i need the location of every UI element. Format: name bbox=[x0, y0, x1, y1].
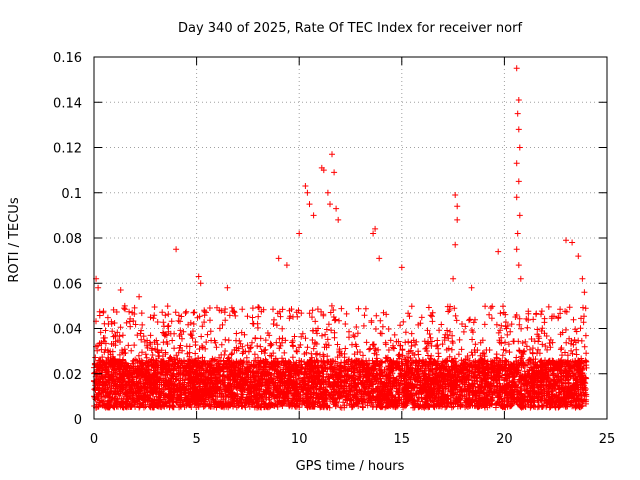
chart-title: Day 340 of 2025, Rate Of TEC Index for r… bbox=[178, 21, 522, 36]
y-tick-label: 0.1 bbox=[61, 187, 82, 202]
y-tick-label: 0.04 bbox=[53, 323, 82, 338]
x-tick-label: 0 bbox=[90, 432, 98, 447]
y-tick-label: 0.08 bbox=[53, 232, 82, 247]
y-axis-label: ROTI / TECUs bbox=[7, 197, 22, 282]
x-tick-label: 15 bbox=[394, 432, 411, 447]
roti-series-markers bbox=[91, 65, 590, 411]
y-tick-label: 0.06 bbox=[53, 277, 82, 292]
data-points bbox=[91, 65, 590, 411]
x-tick-label: 10 bbox=[291, 432, 308, 447]
x-tick-label: 25 bbox=[599, 432, 616, 447]
y-tick-label: 0.16 bbox=[53, 51, 82, 66]
y-tick-label: 0 bbox=[74, 413, 82, 428]
x-tick-label: 5 bbox=[192, 432, 200, 447]
y-tick-label: 0.14 bbox=[53, 96, 82, 111]
axes: 0 0.02 0.04 0.06 0.08 0.1 0.12 0.14 0.16 0 5 10 15 20… bbox=[53, 51, 615, 447]
y-tick-label: 0.02 bbox=[53, 368, 82, 383]
x-tick-label: 20 bbox=[496, 432, 513, 447]
x-axis-label: GPS time / hours bbox=[296, 459, 405, 474]
grid-lines bbox=[94, 57, 607, 419]
y-tick-label: 0.12 bbox=[53, 142, 82, 157]
